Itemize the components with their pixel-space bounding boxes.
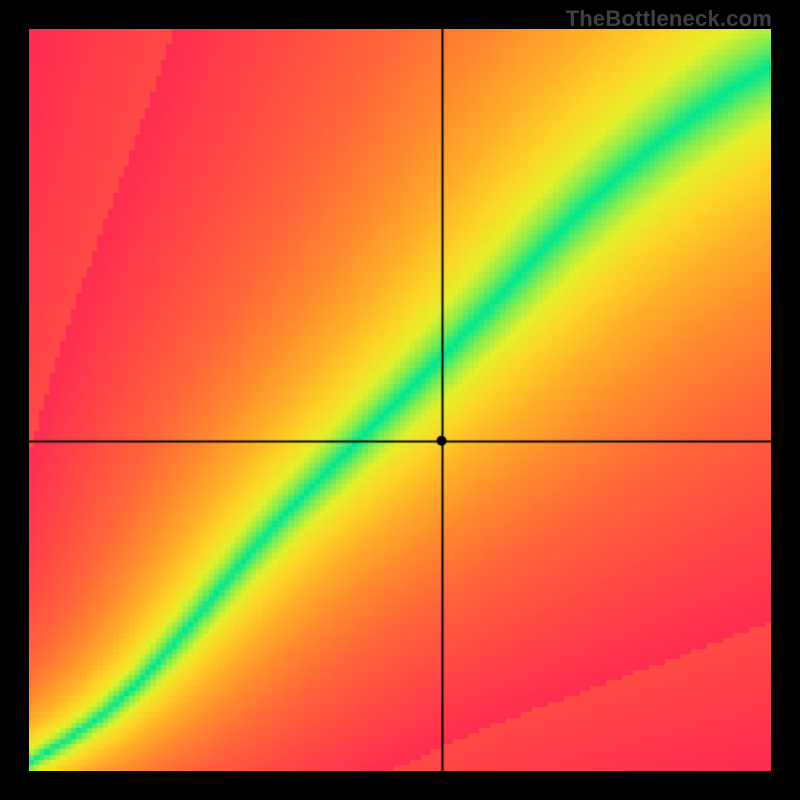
watermark-text: TheBottleneck.com bbox=[566, 6, 772, 32]
heatmap-canvas bbox=[29, 29, 771, 771]
